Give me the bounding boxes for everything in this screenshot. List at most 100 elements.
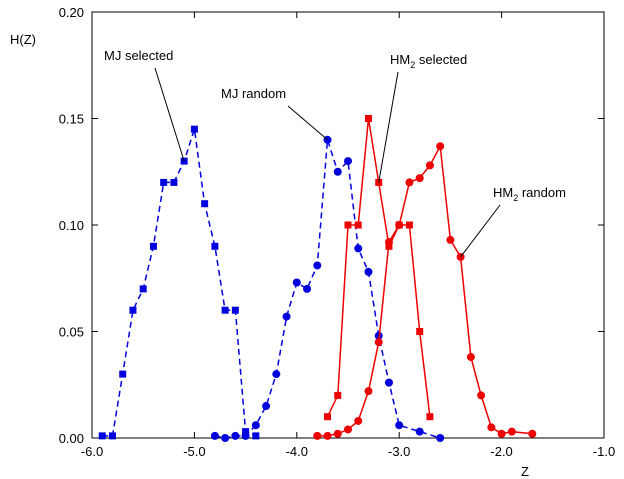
annotation-label: HM2 selected xyxy=(390,52,467,70)
data-point xyxy=(170,178,178,186)
data-point xyxy=(487,423,496,432)
y-tick-label: 0.20 xyxy=(59,5,84,20)
data-point xyxy=(528,429,537,438)
data-point xyxy=(436,142,445,151)
data-point xyxy=(272,370,281,379)
data-point xyxy=(333,429,342,438)
annotation-leader xyxy=(378,71,399,183)
data-point xyxy=(425,161,434,170)
x-tick-label: -5.0 xyxy=(183,444,205,459)
data-point xyxy=(221,306,229,314)
data-point xyxy=(344,157,352,166)
annotation-label: HM2 random xyxy=(493,185,566,203)
data-point xyxy=(415,174,424,183)
data-point xyxy=(384,238,393,247)
data-point xyxy=(416,328,424,335)
series-layer xyxy=(98,115,537,442)
data-point xyxy=(446,235,455,244)
data-point xyxy=(231,431,240,440)
annotation-subscript: 2 xyxy=(410,60,415,70)
data-point xyxy=(149,242,157,250)
data-point xyxy=(395,221,404,229)
annotation-label: MJ random xyxy=(221,86,286,101)
data-point xyxy=(395,421,404,430)
annotation-subscript: 2 xyxy=(513,193,518,203)
annotation-base: MJ selected xyxy=(104,48,173,63)
y-tick-label: 0.15 xyxy=(59,112,84,127)
data-point xyxy=(251,421,260,430)
data-point xyxy=(231,306,239,314)
x-tick-label: -4.0 xyxy=(286,444,308,459)
data-point xyxy=(108,432,116,440)
data-point xyxy=(252,432,260,440)
data-point xyxy=(364,267,373,276)
data-point xyxy=(384,378,393,387)
data-point xyxy=(344,425,352,434)
data-point xyxy=(415,427,424,436)
annotation-leader xyxy=(154,67,185,162)
data-point xyxy=(344,221,352,229)
annotation-base: HM xyxy=(493,185,513,200)
data-point xyxy=(98,432,106,440)
series-3 xyxy=(313,142,537,440)
data-point xyxy=(436,434,445,442)
data-point xyxy=(221,434,230,442)
annotation-suffix: selected xyxy=(415,52,467,67)
annotation-leader xyxy=(287,105,328,141)
data-point xyxy=(364,387,373,396)
data-point xyxy=(374,338,383,347)
y-tick-label: 0.05 xyxy=(59,325,84,340)
annotation-label: MJ selected xyxy=(104,48,173,63)
x-tick-label: -1.0 xyxy=(593,444,615,459)
data-point xyxy=(323,431,332,440)
data-point xyxy=(211,242,219,250)
data-point xyxy=(507,427,516,436)
data-point xyxy=(497,429,506,438)
annotation-base: HM xyxy=(390,52,410,67)
data-point xyxy=(354,244,363,253)
data-point xyxy=(313,261,322,270)
x-tick-label: -6.0 xyxy=(81,444,103,459)
data-point xyxy=(313,431,322,440)
data-point xyxy=(405,178,414,187)
data-point xyxy=(190,125,198,133)
data-point xyxy=(303,284,312,293)
y-axis-label: H(Z) xyxy=(10,32,36,47)
data-point xyxy=(354,221,362,229)
series-0 xyxy=(98,125,260,440)
data-point xyxy=(119,370,127,378)
data-point xyxy=(334,391,342,399)
data-point xyxy=(405,221,413,229)
data-point xyxy=(466,353,475,362)
series-1 xyxy=(210,135,445,442)
data-point xyxy=(426,413,434,421)
x-tick-label: -2.0 xyxy=(490,444,512,459)
data-point xyxy=(139,285,147,293)
annotation-suffix: random xyxy=(518,185,566,200)
data-point xyxy=(282,312,291,321)
x-tick-label: -3.0 xyxy=(388,444,410,459)
annotation-leader xyxy=(460,204,501,258)
series-2 xyxy=(324,115,434,421)
y-tick-label: 0.10 xyxy=(59,218,84,233)
series-line xyxy=(102,128,257,437)
data-point xyxy=(241,431,250,440)
data-point xyxy=(324,413,332,421)
data-point xyxy=(201,200,209,208)
annotation-base: MJ random xyxy=(221,86,286,101)
data-point xyxy=(210,431,219,440)
data-point xyxy=(160,178,168,186)
data-point xyxy=(292,278,301,287)
axis-ticks: -6.0 -5.0 -4.0 -3.0 -2.0 -1.0 0.00 0.05 0.10 0.15… xyxy=(59,5,616,459)
data-point xyxy=(477,391,486,400)
data-point xyxy=(364,115,372,122)
x-axis-label: Z xyxy=(521,464,529,479)
y-tick-label: 0.00 xyxy=(59,431,84,446)
data-point xyxy=(129,306,137,314)
data-point xyxy=(333,167,342,176)
data-point xyxy=(354,416,363,425)
data-point xyxy=(262,402,271,411)
series-line xyxy=(326,118,431,418)
